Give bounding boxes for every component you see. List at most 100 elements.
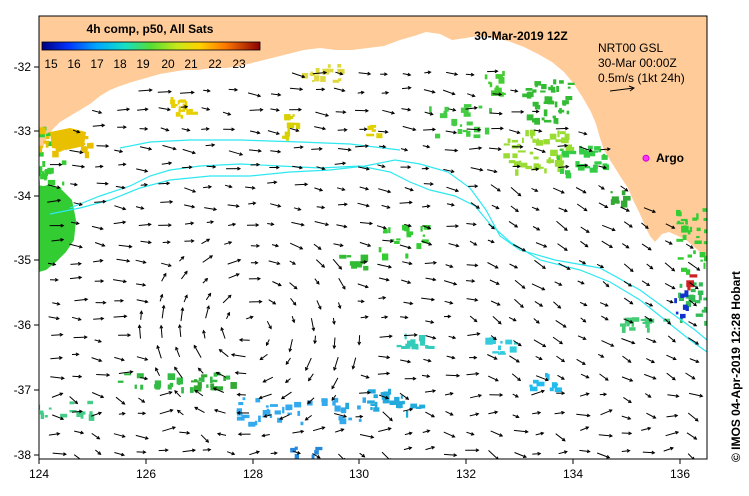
sst-pixel: [562, 100, 569, 105]
sst-pixel: [225, 375, 231, 380]
y-tick-label: -34: [14, 189, 32, 203]
current-arrow: [423, 89, 436, 94]
current-arrow: [259, 353, 268, 361]
current-arrow: [399, 200, 413, 205]
colorbar-tick: 19: [136, 57, 150, 71]
sst-pixel: [534, 119, 539, 123]
current-arrow: [201, 238, 211, 245]
current-arrow: [307, 397, 315, 405]
current-arrow: [94, 279, 105, 284]
sst-pixel: [339, 418, 347, 425]
current-arrow: [268, 299, 277, 305]
current-arrow: [291, 72, 306, 79]
current-arrow: [201, 127, 210, 131]
colorbar-tick: 23: [232, 57, 246, 71]
current-arrow: [136, 450, 147, 455]
colorbar-tick: 15: [44, 57, 58, 71]
current-arrow: [620, 185, 629, 192]
current-arrow: [249, 148, 262, 153]
sst-pixel: [555, 139, 564, 143]
sst-pixel: [462, 129, 468, 133]
sst-pixel: [287, 127, 290, 133]
sst-pixel: [282, 406, 285, 414]
sst-pixel: [566, 147, 575, 152]
current-arrow: [337, 128, 348, 132]
sst-pixel: [550, 149, 558, 157]
current-arrow: [556, 220, 568, 231]
sst-pixel: [556, 155, 560, 160]
current-arrow: [466, 127, 482, 132]
colorbar-tick: 17: [90, 57, 104, 71]
sst-pixel: [292, 114, 295, 117]
sst-pixel: [694, 240, 702, 244]
sst-pixel: [503, 153, 510, 159]
current-arrow: [272, 281, 282, 287]
sst-pixel: [322, 68, 330, 75]
sst-pixel: [404, 225, 410, 232]
current-arrow: [265, 339, 270, 347]
current-arrow: [93, 258, 104, 263]
current-arrow: [490, 430, 504, 437]
sst-pixel: [406, 410, 409, 418]
current-arrow: [333, 356, 339, 371]
current-arrow: [580, 226, 590, 233]
current-arrow: [267, 130, 280, 135]
sst-pixel: [552, 115, 556, 119]
current-arrow: [359, 434, 375, 439]
sst-pixel: [382, 396, 390, 404]
current-arrow: [69, 275, 83, 280]
current-arrow: [289, 107, 303, 112]
sst-pixel: [355, 264, 362, 268]
current-arrow: [94, 449, 102, 455]
current-arrow: [91, 225, 104, 231]
sst-pixel: [505, 339, 513, 345]
current-arrow: [666, 354, 677, 361]
current-arrow: [400, 147, 409, 152]
current-arrow: [117, 125, 127, 130]
sst-pixel: [340, 407, 347, 414]
current-arrow: [174, 390, 181, 398]
current-arrow: [401, 279, 412, 284]
current-arrow: [644, 373, 657, 380]
current-arrow: [162, 240, 171, 245]
current-arrow: [355, 144, 370, 149]
sst-pixel: [598, 149, 601, 153]
current-arrow: [158, 181, 171, 186]
sst-pixel: [484, 74, 488, 80]
current-arrow: [445, 410, 454, 416]
current-arrow: [534, 259, 546, 270]
current-arrow: [599, 392, 608, 397]
sst-pixel: [548, 86, 556, 91]
sst-pixel: [613, 199, 618, 204]
current-arrow: [118, 244, 133, 249]
current-arrow: [646, 337, 657, 343]
current-arrow: [641, 426, 652, 431]
current-arrow: [487, 354, 498, 360]
current-arrow: [227, 204, 240, 208]
sst-pixel: [526, 114, 534, 121]
current-arrow: [332, 317, 336, 325]
sst-pixel: [517, 143, 521, 148]
sst-pixel: [404, 333, 407, 340]
sst-pixel: [678, 292, 681, 298]
current-arrow: [491, 126, 504, 131]
current-arrow: [599, 373, 609, 381]
current-arrow: [469, 240, 478, 246]
current-arrow: [511, 109, 525, 114]
current-arrow: [621, 338, 636, 345]
sst-pixel: [517, 150, 526, 153]
current-arrow: [290, 297, 297, 306]
sst-pixel: [676, 222, 684, 225]
sst-pixel: [294, 401, 302, 408]
sst-pixel: [529, 384, 533, 388]
current-arrow: [140, 376, 149, 381]
sst-pixel: [562, 102, 567, 106]
current-arrow: [204, 207, 218, 211]
current-arrow: [72, 374, 83, 379]
sst-pixel: [533, 379, 539, 384]
sst-pixel: [374, 401, 378, 408]
current-arrow: [400, 315, 409, 320]
sst-pixel: [47, 167, 54, 174]
current-arrow: [236, 392, 246, 397]
current-arrow: [203, 88, 211, 93]
